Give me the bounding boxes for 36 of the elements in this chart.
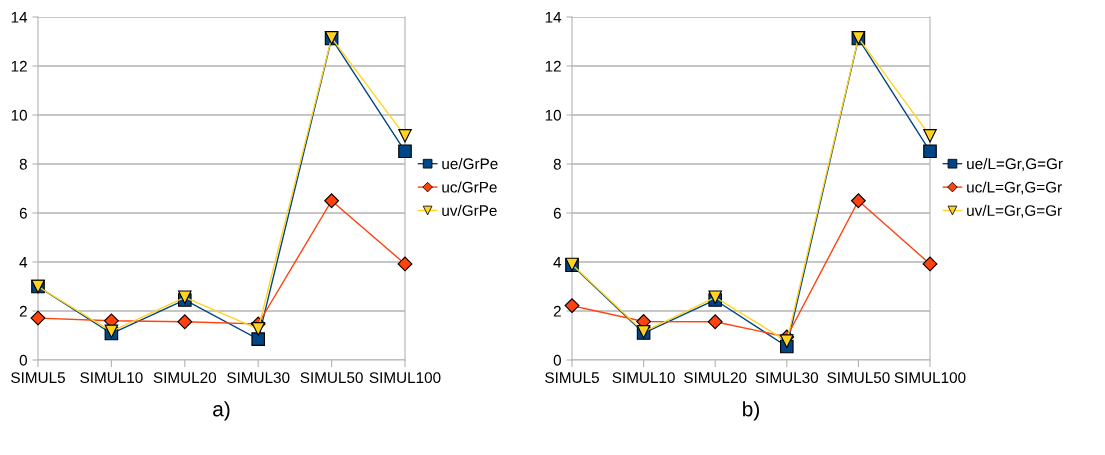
x-tick-label: SIMUL100 xyxy=(369,372,441,384)
legend-label: ue/GrPe xyxy=(442,157,498,170)
y-tick-label: 14 xyxy=(545,12,562,23)
legend-label: uc/L=Gr,G=Gr xyxy=(967,181,1062,195)
legend-label: uc/GrPe xyxy=(442,181,497,193)
x-tick-label: SIMUL10 xyxy=(80,372,143,384)
y-tick-label: 6 xyxy=(19,207,27,219)
y-tick-label: 0 xyxy=(19,354,27,366)
legend-label: ue/L=Gr,G=Gr xyxy=(967,157,1063,171)
y-tick-label: 10 xyxy=(11,109,27,121)
y-tick-label: 4 xyxy=(19,257,28,268)
y-tick-label: 0 xyxy=(553,354,561,366)
legend-label: uv/L=Gr,G=Gr xyxy=(967,204,1062,218)
x-tick-label: SIMUL50 xyxy=(300,372,363,384)
y-tick-label: 8 xyxy=(19,158,27,170)
x-tick-label: SIMUL10 xyxy=(612,372,675,384)
y-tick-label: 10 xyxy=(545,109,561,121)
y-tick-label: 8 xyxy=(553,158,561,170)
y-tick-label: 2 xyxy=(553,305,561,317)
x-tick-label: SIMUL20 xyxy=(153,372,217,384)
x-tick-label: SIMUL30 xyxy=(755,372,819,384)
x-tick-label: SIMUL5 xyxy=(545,372,599,384)
y-tick-label: 4 xyxy=(553,257,562,268)
x-tick-label: SIMUL100 xyxy=(894,372,966,384)
x-tick-label: SIMUL20 xyxy=(684,372,747,384)
legend-label: uv/GrPe xyxy=(442,204,497,217)
x-tick-label: SIMUL30 xyxy=(227,372,290,384)
text: b) xyxy=(743,401,759,421)
x-tick-label: SIMUL50 xyxy=(827,372,890,384)
y-tick-label: 12 xyxy=(545,60,561,72)
y-tick-label: 6 xyxy=(553,207,561,219)
y-tick-label: 14 xyxy=(11,12,28,23)
y-tick-label: 2 xyxy=(19,305,27,317)
y-tick-label: 12 xyxy=(11,60,27,72)
text: a) xyxy=(213,401,230,421)
x-tick-label: SIMUL5 xyxy=(11,372,65,384)
